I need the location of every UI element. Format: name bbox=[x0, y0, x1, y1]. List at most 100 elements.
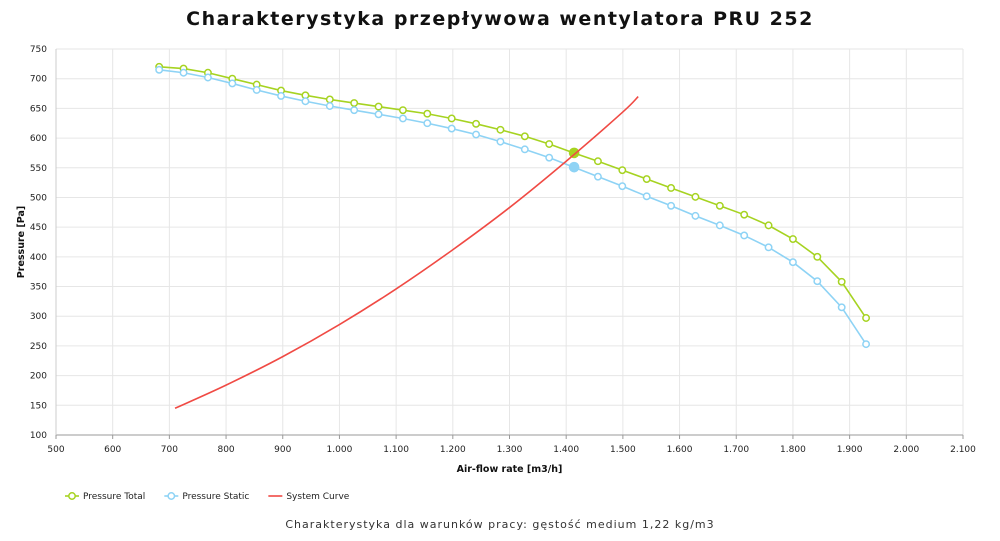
y-tick-label: 350 bbox=[30, 283, 47, 293]
pressure-static-point bbox=[228, 79, 237, 88]
pressure-total-point bbox=[740, 210, 749, 219]
pressure-total-point bbox=[642, 175, 651, 184]
x-tick-label: 1.500 bbox=[610, 445, 636, 455]
pressure-total-point bbox=[862, 314, 871, 322]
pressure-total-point bbox=[691, 192, 700, 201]
y-tick-label: 150 bbox=[30, 401, 47, 411]
pressure-static-point bbox=[447, 124, 456, 133]
x-tick-label: 500 bbox=[47, 445, 64, 455]
pressure-total-point bbox=[618, 166, 627, 175]
system-curve-line bbox=[174, 95, 639, 410]
x-tick-label: 600 bbox=[104, 445, 121, 455]
pressure-total-point bbox=[715, 201, 724, 210]
y-tick-label: 450 bbox=[30, 223, 47, 233]
y-tick-label: 250 bbox=[30, 342, 47, 352]
legend-marker bbox=[68, 492, 76, 500]
x-axis-title: Air-flow rate [m3/h] bbox=[457, 464, 563, 475]
chart-subtitle: Charakterystyka dla warunków pracy: gęst… bbox=[285, 518, 715, 531]
pressure-total-point bbox=[837, 277, 846, 286]
legend-label: Pressure Total bbox=[83, 492, 145, 502]
pressure-static-point bbox=[813, 277, 822, 286]
legend[interactable]: Pressure Total Pressure Static System Curv… bbox=[65, 492, 350, 502]
grid bbox=[55, 48, 964, 436]
pressure-total-point bbox=[520, 132, 529, 141]
pressure-total-point bbox=[593, 157, 602, 166]
legend-item-pressure-total[interactable]: Pressure Total bbox=[65, 492, 145, 502]
pressure-total-point bbox=[374, 102, 383, 111]
x-tick-label: 700 bbox=[161, 445, 178, 455]
pressure-total-point bbox=[350, 99, 359, 107]
pressure-static-point bbox=[545, 153, 554, 162]
pressure-static-point bbox=[837, 303, 846, 312]
pressure-static-point bbox=[423, 119, 432, 128]
y-tick-label: 600 bbox=[30, 134, 47, 144]
pressure-total-operating-point bbox=[568, 147, 580, 159]
legend-label: Pressure Static bbox=[182, 492, 249, 502]
y-tick-label: 750 bbox=[30, 45, 47, 55]
x-tick-label: 800 bbox=[217, 445, 234, 455]
pressure-static-point bbox=[691, 211, 700, 220]
pressure-static-point bbox=[618, 182, 627, 191]
x-tick-label: 900 bbox=[274, 445, 291, 455]
pressure-static-point bbox=[179, 68, 188, 77]
pressure-static-point bbox=[155, 65, 164, 74]
pressure-static-point bbox=[325, 102, 334, 110]
y-axis-title: Pressure [Pa] bbox=[16, 206, 27, 278]
legend-label: System Curve bbox=[286, 492, 349, 502]
y-tick-label: 300 bbox=[30, 312, 47, 322]
pressure-static-line bbox=[159, 68, 867, 345]
pressure-total-point bbox=[472, 119, 481, 128]
y-tick-label: 650 bbox=[30, 104, 47, 114]
pressure-total-point bbox=[496, 125, 505, 134]
pressure-total-point bbox=[788, 235, 797, 243]
y-tick-label: 550 bbox=[30, 164, 47, 174]
pressure-static-point bbox=[472, 130, 481, 139]
pressure-static-operating-point bbox=[568, 161, 580, 173]
pressure-total-point bbox=[545, 140, 554, 148]
pressure-static-point bbox=[520, 145, 529, 154]
pressure-static-point bbox=[374, 110, 383, 119]
pressure-static-point bbox=[715, 221, 724, 230]
pressure-static-point bbox=[350, 106, 359, 115]
pressure-static-point bbox=[277, 91, 285, 100]
pressure-total-line bbox=[159, 66, 867, 319]
x-tick-label: 1.200 bbox=[440, 445, 466, 455]
x-tick-label: 1.900 bbox=[837, 445, 863, 455]
pressure-static-point bbox=[667, 201, 676, 210]
pressure-total-point bbox=[447, 114, 456, 123]
pressure-static-point bbox=[398, 114, 407, 123]
pressure-total-point bbox=[813, 252, 822, 261]
pressure-static-point bbox=[252, 86, 261, 94]
chart-title: Charakterystyka przepływowa wentylatora … bbox=[186, 8, 814, 30]
x-tick-label: 1.400 bbox=[553, 445, 579, 455]
pressure-static-point bbox=[862, 340, 871, 349]
axes: 500 600 700 800 900 1.000 1.100 1.200 1.300 1.400… bbox=[16, 45, 976, 475]
x-tick-label: 1.700 bbox=[723, 445, 749, 455]
x-tick-label: 1.600 bbox=[667, 445, 693, 455]
series-system-curve bbox=[174, 95, 639, 410]
y-tick-label: 500 bbox=[30, 193, 47, 203]
y-tick-label: 700 bbox=[30, 75, 47, 85]
pressure-static-point bbox=[301, 97, 310, 106]
pressure-static-point bbox=[740, 231, 749, 240]
pressure-static-point bbox=[203, 73, 212, 82]
y-tick-label: 400 bbox=[30, 253, 47, 263]
legend-item-pressure-static[interactable]: Pressure Static bbox=[164, 492, 249, 502]
series-pressure-static bbox=[155, 65, 871, 349]
series-layer bbox=[155, 62, 871, 410]
y-tick-label: 100 bbox=[30, 431, 47, 441]
pressure-static-point bbox=[642, 192, 651, 201]
pressure-total-point bbox=[423, 109, 432, 118]
legend-marker bbox=[167, 492, 176, 500]
pressure-total-point bbox=[764, 221, 773, 230]
pressure-total-point bbox=[325, 95, 334, 104]
y-tick-label: 200 bbox=[30, 372, 47, 382]
pressure-static-point bbox=[496, 137, 505, 146]
x-tick-label: 2.100 bbox=[950, 445, 976, 455]
x-tick-label: 1.800 bbox=[780, 445, 806, 455]
pressure-static-point bbox=[788, 258, 797, 267]
x-tick-label: 2.000 bbox=[893, 445, 919, 455]
legend-item-system-curve[interactable]: System Curve bbox=[268, 492, 350, 502]
x-tick-label: 1.100 bbox=[383, 445, 409, 455]
